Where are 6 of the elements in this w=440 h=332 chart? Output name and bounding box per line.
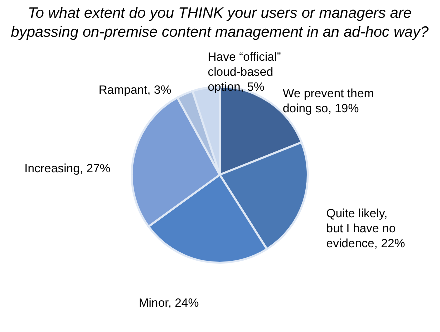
slice-label: Have “official” cloud-based option, 5% [208,50,282,94]
slice-label: Rampant, 3% [98,83,172,98]
slice-label: We prevent them doing so, 19% [282,86,374,116]
slice-label: Increasing, 27% [24,162,112,176]
chart-title: To what extent do you THINK your users or managers are bypassing on-premise content management in an ad-hoc way? [10,4,430,42]
slice-label: Quite likely, but I have no evidence, 22% [326,206,406,251]
